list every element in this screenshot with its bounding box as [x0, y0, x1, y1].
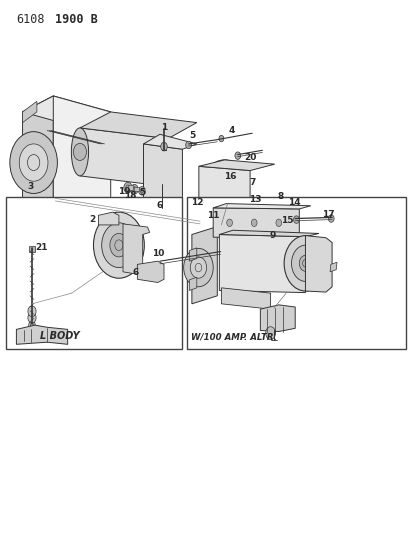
Text: 5: 5	[189, 132, 196, 140]
Circle shape	[93, 212, 144, 278]
Polygon shape	[237, 203, 265, 249]
Polygon shape	[329, 262, 336, 272]
Text: 10: 10	[151, 249, 164, 257]
Text: 2: 2	[89, 215, 96, 224]
Polygon shape	[80, 112, 196, 139]
Text: 6: 6	[156, 201, 163, 209]
Circle shape	[218, 135, 223, 142]
Text: 9: 9	[269, 231, 275, 240]
Polygon shape	[189, 248, 196, 261]
Polygon shape	[213, 204, 310, 209]
Circle shape	[299, 255, 311, 271]
Text: 4: 4	[228, 126, 234, 135]
Polygon shape	[191, 227, 217, 304]
Circle shape	[190, 257, 206, 278]
Polygon shape	[123, 224, 149, 275]
Text: 16: 16	[224, 173, 236, 181]
Circle shape	[110, 233, 128, 257]
Text: 1: 1	[160, 124, 167, 132]
Polygon shape	[143, 144, 182, 208]
Bar	[6, 197, 182, 349]
Polygon shape	[22, 96, 110, 128]
Polygon shape	[98, 212, 119, 225]
Text: 15: 15	[280, 216, 292, 224]
Text: 21: 21	[35, 244, 47, 252]
Polygon shape	[198, 166, 249, 225]
Polygon shape	[221, 288, 270, 309]
Circle shape	[157, 257, 165, 268]
Text: 6: 6	[132, 269, 138, 277]
Polygon shape	[249, 243, 286, 253]
Circle shape	[215, 180, 233, 204]
Polygon shape	[22, 96, 53, 213]
Text: 17: 17	[321, 210, 333, 219]
Circle shape	[226, 219, 232, 227]
Circle shape	[185, 141, 191, 149]
Polygon shape	[137, 261, 164, 282]
Text: 18: 18	[124, 191, 136, 199]
Text: W/100 AMP. ALTR.: W/100 AMP. ALTR.	[190, 332, 276, 341]
Circle shape	[293, 216, 299, 223]
Text: 12: 12	[190, 198, 202, 207]
Text: 14: 14	[288, 198, 300, 207]
Circle shape	[28, 306, 36, 317]
Polygon shape	[189, 277, 196, 290]
Polygon shape	[198, 160, 274, 171]
Polygon shape	[16, 325, 67, 344]
Circle shape	[234, 152, 240, 159]
Circle shape	[275, 219, 281, 227]
Circle shape	[291, 245, 319, 281]
Polygon shape	[143, 134, 196, 149]
Circle shape	[138, 187, 145, 195]
Text: 13: 13	[248, 196, 261, 204]
Text: 6108: 6108	[16, 13, 45, 26]
Text: 5: 5	[139, 189, 146, 197]
Polygon shape	[219, 235, 305, 293]
Circle shape	[73, 143, 86, 160]
Circle shape	[200, 160, 249, 224]
Polygon shape	[260, 305, 294, 332]
Circle shape	[101, 223, 136, 268]
Polygon shape	[213, 208, 299, 238]
Text: 20: 20	[244, 153, 256, 161]
Circle shape	[207, 169, 241, 214]
Circle shape	[251, 219, 256, 227]
Polygon shape	[254, 200, 290, 241]
Circle shape	[265, 327, 275, 340]
Text: 3: 3	[27, 182, 34, 191]
Circle shape	[215, 248, 223, 259]
Polygon shape	[53, 96, 110, 213]
Text: 11: 11	[207, 211, 219, 220]
Text: L BODY: L BODY	[40, 331, 79, 341]
Text: 8: 8	[277, 192, 283, 200]
Bar	[29, 246, 35, 252]
Circle shape	[328, 215, 333, 222]
Polygon shape	[219, 230, 318, 237]
Polygon shape	[305, 236, 331, 292]
Circle shape	[19, 144, 48, 181]
Circle shape	[183, 248, 213, 287]
Circle shape	[130, 184, 138, 194]
Circle shape	[28, 312, 36, 323]
Bar	[128, 185, 133, 190]
Bar	[134, 187, 139, 191]
Polygon shape	[80, 128, 168, 187]
Ellipse shape	[160, 139, 176, 186]
Text: 1900 B: 1900 B	[55, 13, 98, 26]
Bar	[186, 197, 405, 349]
Circle shape	[124, 182, 132, 193]
Circle shape	[160, 142, 167, 151]
Text: 7: 7	[248, 178, 255, 187]
Text: 19: 19	[118, 187, 130, 196]
Circle shape	[283, 236, 326, 291]
Polygon shape	[22, 101, 37, 123]
Circle shape	[10, 132, 57, 193]
Ellipse shape	[71, 128, 88, 176]
Circle shape	[29, 321, 35, 329]
